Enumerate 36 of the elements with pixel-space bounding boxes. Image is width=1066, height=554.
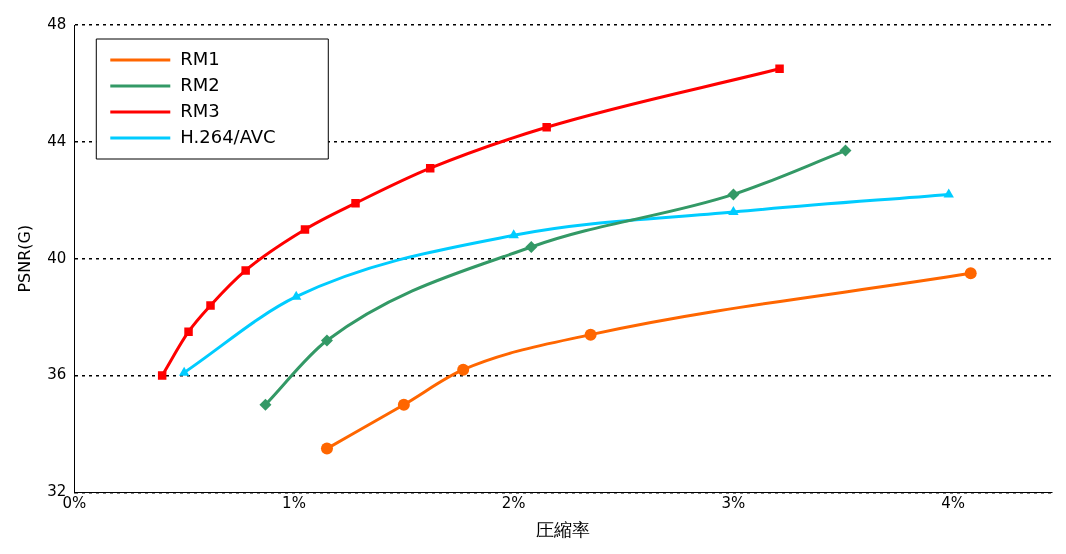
point <box>727 188 740 201</box>
point <box>291 290 302 300</box>
point <box>178 366 190 376</box>
point <box>457 363 470 376</box>
legend-label: RM2 <box>180 73 220 95</box>
point <box>397 398 410 411</box>
y-tick-label: 36 <box>47 365 67 384</box>
point <box>320 334 333 347</box>
y-tick-label: 44 <box>47 131 67 150</box>
y-axis-title: PSNR(G) <box>14 224 34 293</box>
point <box>206 301 215 310</box>
point <box>542 123 551 132</box>
y-tick-label: 48 <box>47 14 67 33</box>
x-tick-label: 2% <box>501 494 526 513</box>
point <box>508 229 519 239</box>
point <box>241 266 250 275</box>
legend-label: H.264/AVC <box>180 125 276 147</box>
point <box>351 198 360 208</box>
point <box>320 442 333 455</box>
point <box>775 64 784 74</box>
point <box>184 327 193 336</box>
point <box>839 144 852 157</box>
point <box>584 328 597 341</box>
x-tick-label: 3% <box>721 494 746 513</box>
point <box>259 398 272 411</box>
point <box>300 225 310 234</box>
x-tick-label: 4% <box>941 494 966 513</box>
x-axis-title: 圧縮率 <box>536 518 591 540</box>
x-tick-label: 1% <box>282 494 306 513</box>
legend-label: RM3 <box>180 99 220 121</box>
point <box>728 205 739 215</box>
point <box>525 241 538 254</box>
legend-label: RM1 <box>180 47 220 69</box>
point <box>157 371 167 380</box>
point <box>964 267 977 280</box>
y-tick-label: 40 <box>47 248 67 267</box>
